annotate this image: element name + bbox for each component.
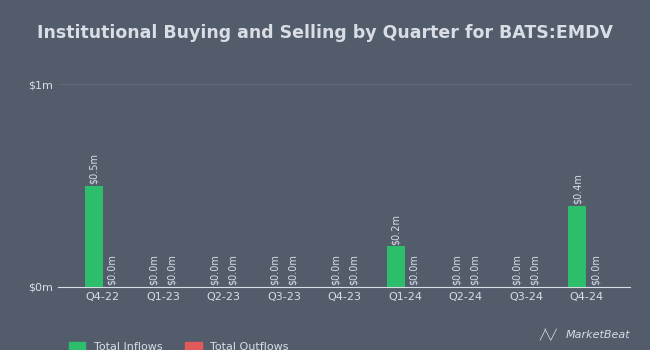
Text: $0.5m: $0.5m [88, 153, 99, 184]
Text: $0.4m: $0.4m [572, 173, 582, 204]
Text: $0.0m: $0.0m [270, 254, 280, 285]
Text: Institutional Buying and Selling by Quarter for BATS:EMDV: Institutional Buying and Selling by Quar… [37, 25, 613, 42]
Text: ╱╲╱: ╱╲╱ [540, 328, 557, 340]
Text: $0.0m: $0.0m [469, 254, 480, 285]
Legend: Total Inflows, Total Outflows: Total Inflows, Total Outflows [64, 337, 293, 350]
Text: $0.0m: $0.0m [149, 254, 159, 285]
Text: $0.0m: $0.0m [209, 254, 220, 285]
Text: $0.0m: $0.0m [167, 254, 177, 285]
Bar [84, 186, 103, 287]
Text: $0.0m: $0.0m [330, 254, 341, 285]
Text: $0.0m: $0.0m [590, 254, 601, 285]
Text: $0.0m: $0.0m [288, 254, 298, 285]
Text: MarketBeat: MarketBeat [566, 329, 630, 340]
Bar [568, 206, 586, 287]
Text: $0.0m: $0.0m [409, 254, 419, 285]
Text: $0.0m: $0.0m [227, 254, 238, 285]
Text: $0.0m: $0.0m [530, 254, 540, 285]
Bar [387, 246, 405, 287]
Text: $0.2m: $0.2m [391, 214, 401, 245]
Text: $0.0m: $0.0m [107, 254, 117, 285]
Text: $0.0m: $0.0m [348, 254, 359, 285]
Text: $0.0m: $0.0m [451, 254, 462, 285]
Text: $0.0m: $0.0m [512, 254, 522, 285]
